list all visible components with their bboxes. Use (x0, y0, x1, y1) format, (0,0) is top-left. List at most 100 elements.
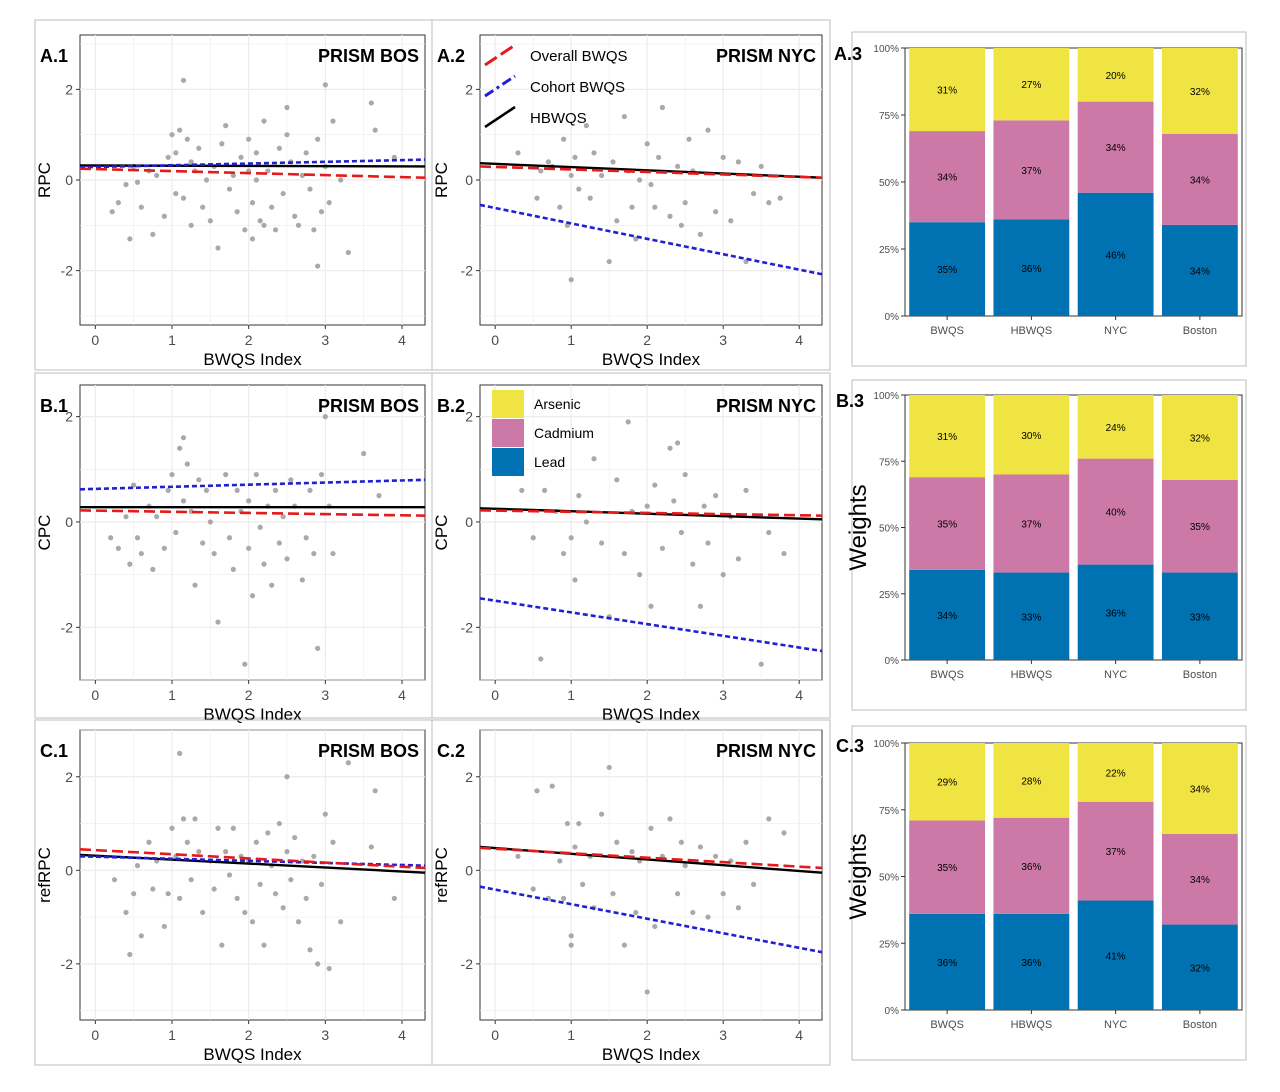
data-point (705, 914, 711, 920)
data-point (192, 582, 198, 588)
data-point (713, 209, 719, 215)
bar-value-label: 34% (1190, 266, 1210, 277)
bar-segment-cadmium (909, 131, 986, 223)
bar-segment-arsenic (1077, 743, 1154, 802)
data-point (180, 195, 187, 201)
data-point (196, 477, 202, 483)
data-point (165, 891, 171, 897)
panel-title: PRISM NYC (716, 741, 816, 761)
data-point (568, 277, 574, 283)
panel-letter: B.1 (40, 396, 68, 416)
data-point (261, 222, 267, 228)
x-axis-label: BWQS Index (203, 350, 302, 369)
x-tick-label: Boston (1183, 1019, 1217, 1031)
x-tick-label: Boston (1183, 325, 1217, 337)
data-point (561, 550, 567, 557)
data-point (652, 204, 658, 210)
data-point (557, 204, 563, 210)
data-point (652, 482, 658, 488)
y-tick-label: 2 (465, 769, 473, 785)
data-point (675, 440, 681, 446)
x-tick-label: 0 (91, 332, 99, 348)
y-tick-label: -2 (461, 263, 474, 279)
data-point (538, 168, 544, 174)
data-point (606, 764, 612, 771)
data-point (288, 477, 294, 483)
bar-segment-cadmium (909, 820, 986, 914)
data-point (284, 774, 290, 780)
data-point (223, 849, 229, 855)
data-point (530, 535, 536, 541)
bar-value-label: 35% (937, 265, 957, 276)
y-tick-label: -2 (61, 956, 74, 972)
x-tick-label: NYC (1104, 1019, 1127, 1031)
bar-value-label: 34% (1190, 175, 1210, 186)
y-axis-label: Weights (845, 833, 872, 919)
bar-value-label: 31% (937, 432, 957, 443)
bar-segment-lead (993, 913, 1070, 1010)
data-point (372, 127, 378, 133)
bar-segment-cadmium (993, 817, 1070, 914)
data-point (295, 919, 302, 925)
x-tick-label: 4 (398, 1027, 406, 1043)
data-point (207, 218, 213, 224)
data-point (165, 487, 171, 493)
x-tick-label: 4 (398, 332, 406, 348)
panel-frame (431, 372, 831, 719)
y-tick-label: 25% (879, 245, 899, 256)
x-tick-label: 3 (719, 687, 727, 703)
y-tick-label: 2 (465, 81, 473, 97)
bar-value-label: 36% (1021, 264, 1041, 275)
bar-value-label: 33% (1021, 612, 1041, 623)
data-point (173, 190, 179, 197)
data-point (591, 150, 597, 156)
data-point (682, 471, 688, 478)
data-point (303, 895, 309, 901)
data-point (177, 750, 183, 756)
data-point (292, 834, 298, 841)
data-point (292, 213, 298, 219)
x-tick-label: 2 (245, 1027, 253, 1043)
y-tick-label: 0 (465, 862, 473, 878)
data-point (180, 498, 187, 504)
data-point (656, 154, 662, 160)
data-point (200, 204, 206, 210)
data-point (249, 236, 256, 242)
bar-value-label: 27% (1021, 80, 1041, 91)
data-point (261, 118, 267, 124)
bar-segment-cadmium (993, 120, 1070, 220)
bar-value-label: 20% (1106, 71, 1126, 82)
bar-value-label: 37% (1106, 847, 1126, 858)
x-tick-label: 0 (91, 1027, 99, 1043)
data-point (307, 186, 313, 192)
x-tick-label: 1 (168, 1027, 176, 1043)
data-point (238, 154, 244, 160)
panel-letter: C.1 (40, 741, 68, 761)
panel-letter: B.3 (836, 391, 864, 411)
data-point (115, 545, 121, 551)
data-point (675, 163, 681, 170)
y-tick-label: 2 (65, 409, 73, 425)
fit-line-cohort (479, 597, 823, 653)
data-point (735, 905, 742, 911)
y-tick-label: 75% (879, 806, 899, 817)
data-point (659, 545, 666, 551)
fit-line-cohort (479, 885, 823, 954)
data-point (318, 471, 325, 478)
data-point (629, 849, 635, 855)
fit-line-cohort (79, 478, 426, 491)
data-point (280, 514, 286, 520)
x-tick-label: 3 (321, 687, 329, 703)
y-tick-label: 2 (65, 81, 73, 97)
data-point (242, 661, 248, 667)
x-axis-label: BWQS Index (602, 1045, 701, 1064)
data-point (165, 154, 171, 160)
data-point (230, 825, 236, 831)
bar-segment-lead (909, 222, 986, 316)
bar-segment-lead (993, 572, 1070, 660)
legend-swatch-lead (492, 448, 524, 476)
data-point (599, 811, 605, 817)
x-tick-label: 2 (643, 1027, 651, 1043)
data-point (188, 877, 194, 883)
panel-letter: B.2 (437, 396, 465, 416)
